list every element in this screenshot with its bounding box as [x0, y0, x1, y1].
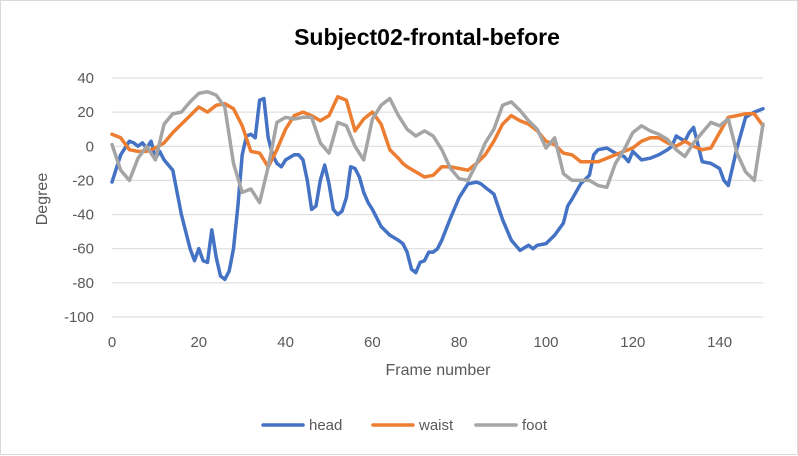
- y-tick-label: -80: [72, 275, 94, 292]
- chart-title: Subject02-frontal-before: [294, 24, 560, 50]
- x-tick-label: 80: [451, 334, 468, 351]
- legend-label-foot: foot: [522, 417, 548, 434]
- x-tick-label: 20: [190, 334, 207, 351]
- x-tick-label: 120: [620, 334, 645, 351]
- x-tick-label: 40: [277, 334, 294, 351]
- y-tick-label: 40: [77, 70, 94, 87]
- series-line-foot: [110, 89, 765, 205]
- gridlines: [112, 77, 763, 318]
- x-tick-label: 60: [364, 334, 381, 351]
- x-tick-label: 140: [707, 334, 732, 351]
- legend-label-head: head: [309, 417, 342, 434]
- series-lines: [110, 89, 765, 282]
- x-tick-label: 0: [108, 334, 116, 351]
- x-axis-title: Frame number: [386, 362, 492, 379]
- y-axis-ticks: 40 20 0 -20 -40 -60 -80 -100: [64, 70, 94, 326]
- y-tick-label: -40: [72, 207, 94, 224]
- y-tick-label: -20: [72, 172, 94, 189]
- y-tick-label: 20: [77, 104, 94, 121]
- x-tick-label: 100: [533, 334, 558, 351]
- series-line-head: [110, 96, 765, 282]
- x-axis-ticks: 0 20 40 60 80 100 120 140: [108, 334, 732, 351]
- y-tick-label: -60: [72, 241, 94, 258]
- y-axis-title: Degree: [34, 173, 51, 226]
- y-tick-label: 0: [86, 138, 94, 155]
- legend: head waist foot: [261, 417, 548, 434]
- y-tick-label: -100: [64, 309, 94, 326]
- legend-label-waist: waist: [418, 417, 454, 434]
